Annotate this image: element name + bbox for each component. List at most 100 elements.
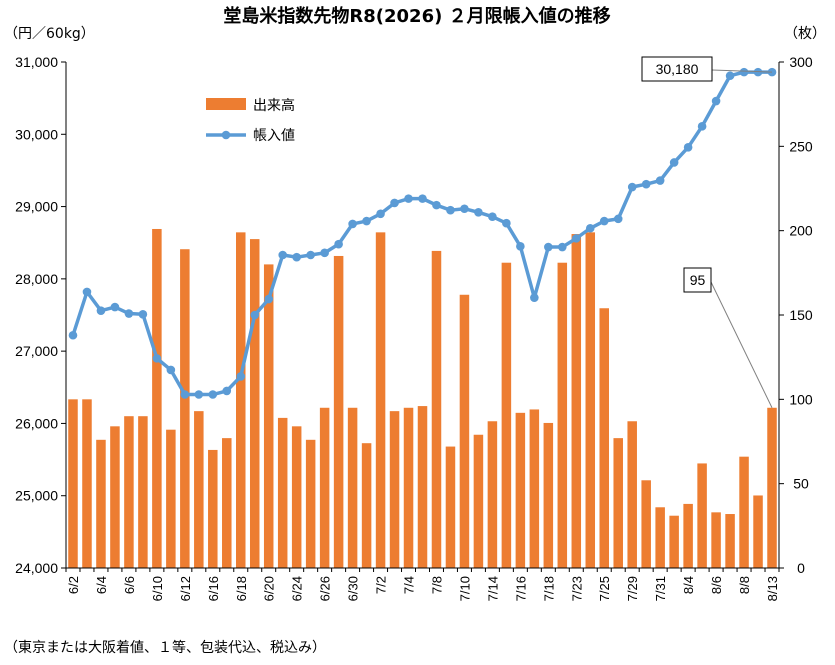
volume-bar xyxy=(333,255,344,568)
left-tick-label: 24,000 xyxy=(15,560,58,576)
footnote: （東京または大阪着値、１等、包装代込、税込み） xyxy=(4,639,326,656)
x-tick-label: 6/12 xyxy=(178,576,193,601)
settlement-point xyxy=(152,354,162,363)
x-tick-label: 7/31 xyxy=(653,576,668,601)
settlement-point xyxy=(627,182,637,192)
right-tick-label: 300 xyxy=(789,54,813,70)
callouts: 30,180 95 xyxy=(641,56,773,408)
volume-bar xyxy=(725,514,735,568)
volume-bar xyxy=(110,426,120,568)
settlement-point xyxy=(306,250,315,260)
legend-bar-swatch xyxy=(206,98,246,110)
volume-bar xyxy=(347,407,358,568)
x-tick-label: 6/10 xyxy=(150,576,165,601)
settlement-point xyxy=(362,216,371,226)
right-tick-label: 0 xyxy=(797,560,805,576)
volume-bar xyxy=(375,232,386,568)
left-tick-label: 30,000 xyxy=(15,126,58,142)
settlement-point xyxy=(767,67,777,77)
volume-bar xyxy=(655,507,665,568)
legend-volume-label: 出来高 xyxy=(253,97,295,114)
volume-bar xyxy=(501,262,512,568)
settlement-point xyxy=(641,179,651,189)
callout-last-settlement: 30,180 xyxy=(656,61,699,77)
volume-bar xyxy=(403,407,414,568)
settlement-point xyxy=(278,250,288,260)
settlement-point xyxy=(124,309,134,318)
settlement-point xyxy=(110,302,120,312)
volume-bar xyxy=(585,232,596,568)
volume-bar xyxy=(319,407,330,568)
volume-bars xyxy=(68,228,777,569)
volume-bar xyxy=(194,411,204,568)
settlement-point xyxy=(558,242,567,252)
x-tick-label: 7/23 xyxy=(569,576,584,601)
settlement-point xyxy=(711,96,721,106)
settlement-point xyxy=(236,372,246,381)
x-tick-label: 7/8 xyxy=(429,576,444,594)
volume-bar xyxy=(697,463,707,568)
x-tick-label: 6/2 xyxy=(66,576,81,594)
settlement-point xyxy=(613,214,623,224)
left-tick-label: 25,000 xyxy=(15,488,58,504)
x-tick-label: 7/16 xyxy=(513,576,528,601)
volume-bar xyxy=(417,406,428,568)
settlement-point xyxy=(138,309,148,319)
x-tick-label: 8/4 xyxy=(681,576,696,594)
settlement-point xyxy=(96,306,106,315)
volume-bar xyxy=(599,308,609,568)
x-tick-label: 7/14 xyxy=(485,576,500,601)
right-axis-ticks: 0 50 100 150 200 250 300 xyxy=(779,54,813,576)
settlement-point xyxy=(166,365,176,375)
x-tick-label: 6/20 xyxy=(262,576,277,601)
volume-bar xyxy=(277,417,288,568)
settlement-point xyxy=(404,194,413,203)
settlement-point xyxy=(334,239,343,249)
settlement-point xyxy=(180,390,190,399)
settlement-point xyxy=(320,248,329,258)
settlement-point xyxy=(208,390,218,399)
volume-bar xyxy=(641,480,651,568)
left-tick-label: 31,000 xyxy=(15,54,58,70)
x-tick-label: 7/10 xyxy=(457,576,472,601)
volume-bar xyxy=(739,456,749,568)
callout-last-volume: 95 xyxy=(690,272,706,288)
volume-bar xyxy=(249,239,260,568)
x-tick-label: 8/8 xyxy=(737,576,752,594)
settlement-point xyxy=(516,242,525,251)
volume-bar xyxy=(263,264,274,568)
volume-bar xyxy=(82,399,92,568)
settlement-point xyxy=(390,198,399,208)
volume-bar xyxy=(389,411,400,568)
x-tick-label: 8/13 xyxy=(765,576,780,601)
settlement-point xyxy=(446,205,455,215)
settlement-point xyxy=(222,386,232,396)
right-axis-unit: （枚） xyxy=(784,26,826,42)
volume-bar xyxy=(222,438,232,568)
x-tick-label: 6/6 xyxy=(122,576,137,594)
x-tick-label: 8/6 xyxy=(709,576,724,594)
volume-bar xyxy=(236,232,246,568)
settlement-point xyxy=(474,208,483,217)
settlement-point xyxy=(725,71,735,81)
right-tick-label: 200 xyxy=(789,223,813,239)
volume-bar xyxy=(543,422,554,568)
settlement-point xyxy=(460,204,469,214)
x-axis-ticks: 6/2 6/4 6/6 6/10 6/12 6/16 6/18 6/20 6/24 6/26 6/3… xyxy=(65,568,780,601)
right-tick-label: 150 xyxy=(789,307,813,323)
settlement-point xyxy=(571,234,581,243)
settlement-point xyxy=(68,330,78,340)
volume-bar xyxy=(445,446,456,568)
settlement-point xyxy=(488,212,497,221)
volume-bar xyxy=(305,439,316,568)
legend-line-marker xyxy=(221,130,231,140)
volume-bar xyxy=(180,249,190,568)
settlement-line-path xyxy=(71,70,773,397)
settlement-point xyxy=(264,294,274,304)
settlement-point xyxy=(530,293,539,302)
volume-bar xyxy=(613,438,623,568)
x-tick-label: 6/24 xyxy=(290,576,305,601)
x-tick-label: 7/25 xyxy=(597,576,612,601)
volume-bar xyxy=(208,449,218,568)
